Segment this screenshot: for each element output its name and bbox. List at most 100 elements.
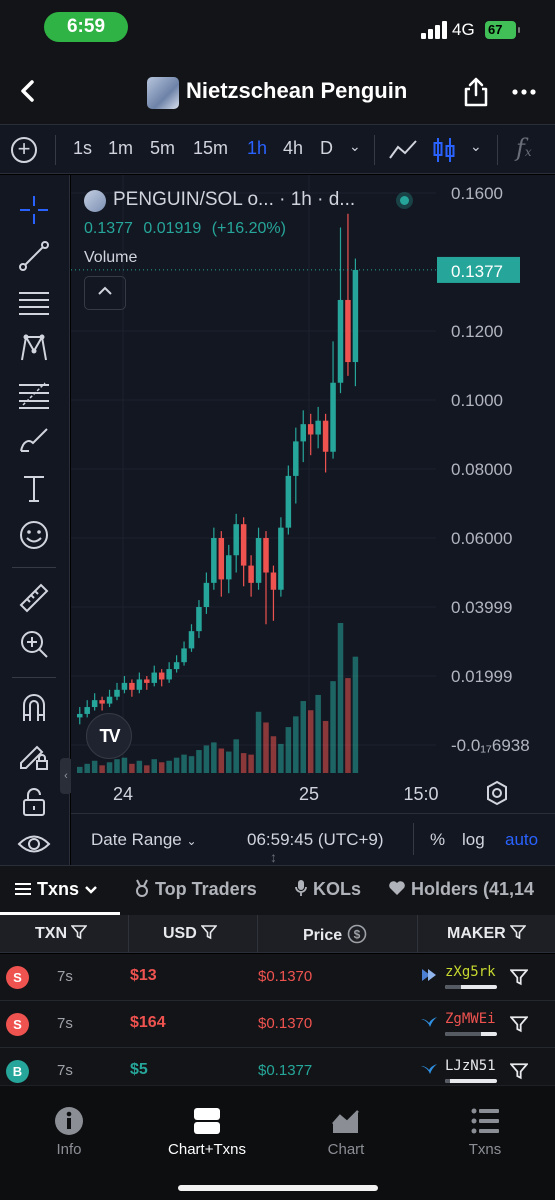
- price-chart[interactable]: 0.1600 0.1200 0.1000 0.08000 0.06000 0.03999 0…: [71, 175, 555, 865]
- table-row[interactable]: S 7s $13 $0.1370 zXg5rk: [0, 954, 555, 1001]
- txn-price: $0.1377: [258, 1062, 313, 1079]
- maker-address[interactable]: zXg5rk: [445, 964, 496, 980]
- divider: [257, 915, 258, 953]
- timeframe-1m[interactable]: 1m: [108, 138, 134, 158]
- panel-resize-handle[interactable]: ↕: [270, 849, 277, 865]
- column-txn[interactable]: TXN: [35, 924, 89, 943]
- horizontal-lines-icon[interactable]: [17, 285, 51, 319]
- svg-text:$: $: [353, 928, 360, 942]
- volume-bar: [106, 762, 113, 773]
- percent-scale-toggle[interactable]: %: [430, 830, 446, 849]
- magnet-icon[interactable]: [17, 691, 51, 725]
- text-icon[interactable]: [17, 471, 51, 505]
- column-usd[interactable]: USD: [163, 924, 218, 943]
- toolbar-collapse-button[interactable]: ‹: [60, 758, 72, 794]
- eye-icon[interactable]: [17, 827, 51, 861]
- volume-bar: [129, 763, 135, 773]
- volume-bar: [114, 759, 120, 773]
- timeframe-more-chevron-icon[interactable]: ⌄: [349, 138, 361, 154]
- microphone-icon: [295, 880, 307, 896]
- candle-body: [248, 565, 254, 583]
- chart-clock[interactable]: 06:59:45 (UTC+9): [247, 830, 384, 849]
- list-icon: [15, 883, 31, 895]
- timeframe-d[interactable]: D: [320, 138, 333, 158]
- volume-bar: [84, 763, 90, 773]
- divider: [374, 135, 375, 165]
- candle-body: [158, 672, 165, 680]
- volume-bar: [255, 711, 262, 773]
- divider: [417, 915, 418, 953]
- tab-kols[interactable]: KOLs: [294, 879, 361, 900]
- tab-top-traders[interactable]: Top Traders: [134, 879, 257, 900]
- settings-gear-icon[interactable]: [484, 780, 510, 806]
- share-button[interactable]: [462, 76, 490, 108]
- candle-body: [322, 420, 329, 452]
- timeframe-1h[interactable]: 1h: [247, 138, 268, 158]
- signal-icon: [421, 21, 447, 39]
- nav-chart[interactable]: Chart: [277, 1086, 415, 1171]
- volume-bar: [158, 762, 165, 773]
- column-usd-label: USD: [163, 925, 197, 942]
- divider: [12, 677, 56, 678]
- more-button[interactable]: [512, 80, 536, 110]
- column-maker-label: MAKER: [447, 925, 506, 942]
- lock-pencil-icon[interactable]: [17, 737, 51, 771]
- indicators-fx-icon[interactable]: fx: [516, 134, 532, 162]
- tab-txns[interactable]: Txns: [14, 879, 98, 900]
- timeframe-5m[interactable]: 5m: [150, 138, 176, 158]
- txn-usd: $164: [130, 1014, 166, 1031]
- table-row[interactable]: S 7s $164 $0.1370 ZgMWEi: [0, 1001, 555, 1048]
- line-chart-type-icon[interactable]: [388, 138, 418, 167]
- timeframe-4h[interactable]: 4h: [283, 138, 304, 158]
- candle-chart-type-icon[interactable]: [432, 136, 456, 169]
- tab-holders[interactable]: Holders (41,14: [388, 879, 534, 900]
- date-range-button[interactable]: Date Range ⌄: [91, 830, 197, 850]
- column-price[interactable]: Price $: [303, 924, 367, 945]
- chevron-left-icon: [21, 80, 34, 102]
- chart-type-chevron-icon[interactable]: ⌄: [470, 138, 482, 154]
- price-tag-bg: [437, 256, 520, 283]
- filter-maker-icon[interactable]: [510, 1015, 528, 1033]
- nav-txns[interactable]: Txns: [416, 1086, 554, 1171]
- nav-info[interactable]: Info: [0, 1086, 138, 1171]
- maker-address[interactable]: LJzN51: [445, 1058, 496, 1074]
- nav-chart-txns-label: Chart+Txns: [168, 1141, 246, 1158]
- fib-icon[interactable]: [17, 377, 51, 411]
- bottom-nav: Info Chart+Txns Chart Txns: [0, 1085, 555, 1200]
- unlock-icon[interactable]: [17, 785, 51, 819]
- crosshair-icon[interactable]: [17, 193, 51, 227]
- back-button[interactable]: [14, 74, 44, 116]
- x-tick-label: 25: [299, 784, 319, 804]
- timeframe-1s[interactable]: 1s: [73, 138, 93, 158]
- add-symbol-button[interactable]: +: [11, 137, 37, 163]
- y-tick-label: 0.08000: [451, 460, 512, 479]
- candle-body: [337, 299, 344, 383]
- column-maker[interactable]: MAKER: [447, 924, 527, 943]
- trend-line-icon[interactable]: [17, 239, 51, 273]
- timeframe-15m[interactable]: 15m: [193, 138, 229, 158]
- divider: [128, 915, 129, 953]
- filter-maker-icon[interactable]: [510, 1062, 528, 1080]
- emoji-icon[interactable]: [17, 518, 51, 552]
- volume-bar: [226, 751, 232, 773]
- tab-holders-label: Holders (41,14: [411, 879, 535, 899]
- pair-title[interactable]: PENGUIN/SOL o... · 1h · d...: [113, 189, 356, 210]
- volume-bar: [278, 743, 284, 773]
- tradingview-logo-icon[interactable]: TV: [86, 713, 132, 759]
- filter-maker-icon[interactable]: [510, 968, 528, 986]
- legend-collapse-button[interactable]: [84, 276, 126, 310]
- nav-info-label: Info: [56, 1141, 82, 1158]
- ruler-icon[interactable]: [17, 581, 51, 615]
- zoom-icon[interactable]: [17, 627, 51, 661]
- change-abs: 0.01919: [143, 220, 202, 237]
- nav-chart-txns[interactable]: Chart+Txns: [138, 1086, 276, 1171]
- auto-scale-toggle[interactable]: auto: [505, 830, 539, 849]
- brush-icon[interactable]: [17, 423, 51, 457]
- candle-body: [270, 572, 277, 590]
- log-scale-toggle[interactable]: log: [462, 830, 485, 849]
- candle-body: [330, 382, 336, 452]
- pattern-icon[interactable]: [17, 331, 51, 365]
- maker-address[interactable]: ZgMWEi: [445, 1011, 496, 1027]
- candlestick-plot[interactable]: 0.1600 0.1200 0.1000 0.08000 0.06000 0.03999 0…: [71, 175, 555, 865]
- volume-bar: [196, 750, 202, 773]
